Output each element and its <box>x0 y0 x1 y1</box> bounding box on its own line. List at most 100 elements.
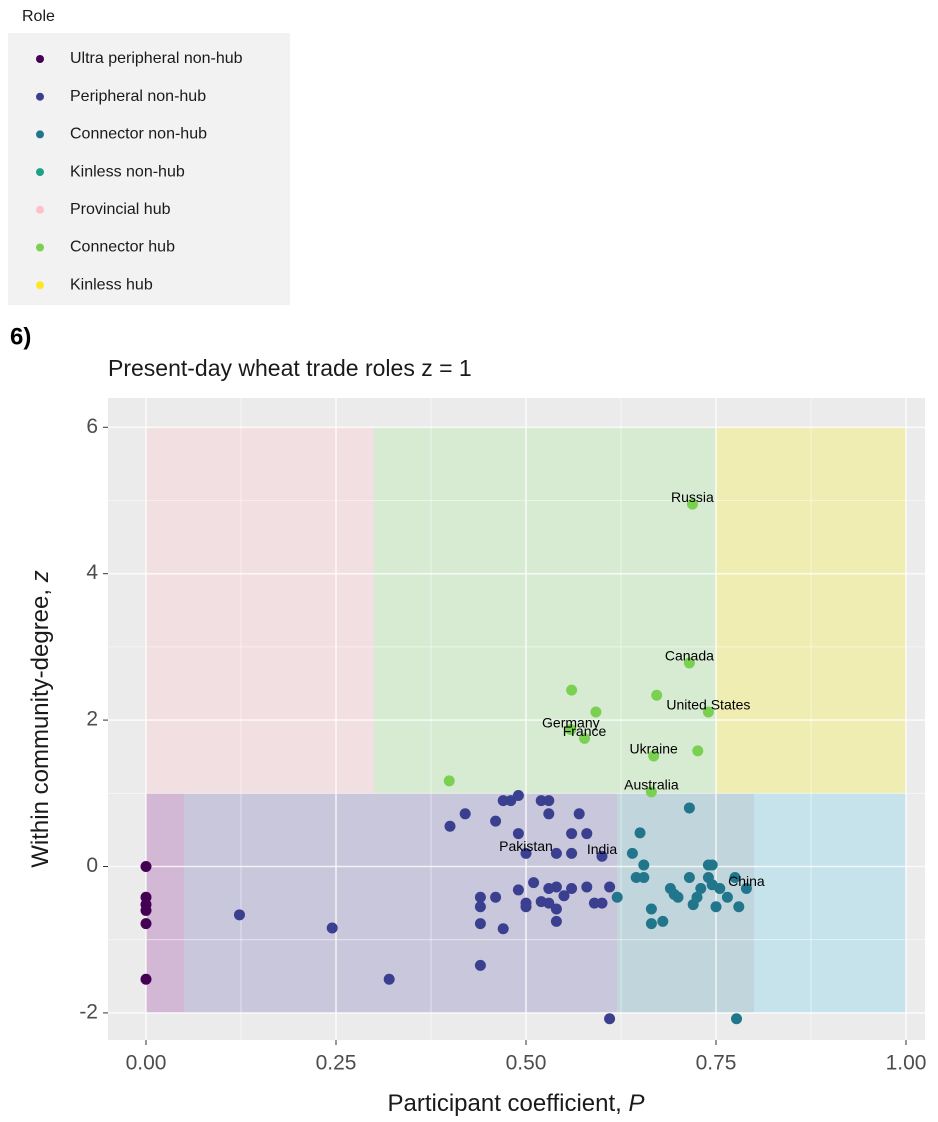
y-tick-label: 4 <box>86 561 98 584</box>
point <box>645 903 657 915</box>
x-tick-label: 0.75 <box>696 1052 737 1075</box>
panel-label: 6) <box>10 323 31 350</box>
point <box>543 808 555 820</box>
x-axis-label-var: P <box>629 1090 645 1117</box>
point <box>550 903 562 915</box>
point <box>672 891 684 903</box>
point <box>611 891 623 903</box>
legend-box <box>8 33 290 305</box>
y-tick-label: 6 <box>86 415 98 438</box>
legend-swatch <box>36 243 44 252</box>
point <box>520 847 532 859</box>
legend-swatch <box>36 55 44 63</box>
legend-swatch <box>36 205 44 214</box>
point-label: Australia <box>624 777 679 793</box>
point <box>550 847 562 859</box>
y-axis-label-text: Within community-degree, <box>27 582 54 867</box>
point <box>490 891 502 903</box>
x-axis-label-text: Participant coefficient, <box>387 1090 628 1117</box>
role-region <box>146 793 184 1013</box>
legend-swatch <box>36 168 44 177</box>
point <box>565 724 577 736</box>
point <box>490 815 502 827</box>
x-tick-label: 0.00 <box>126 1052 167 1075</box>
y-tick-label: -2 <box>79 1000 98 1023</box>
point <box>459 808 471 820</box>
y-tick-label: 2 <box>86 708 98 731</box>
point-label: United States <box>666 697 750 713</box>
point <box>326 922 338 934</box>
point <box>581 828 593 840</box>
point <box>579 732 591 744</box>
point <box>634 827 646 839</box>
point-label: China <box>728 873 765 889</box>
x-tick-label: 0.25 <box>316 1052 357 1075</box>
point <box>566 684 578 696</box>
point <box>140 918 152 930</box>
point <box>558 890 570 902</box>
point <box>443 775 455 787</box>
point <box>702 706 714 718</box>
point <box>512 884 524 896</box>
point <box>740 882 752 894</box>
point <box>604 881 616 893</box>
legend-label: Peripheral non-hub <box>70 88 206 105</box>
point <box>590 706 602 718</box>
y-tick-label: 0 <box>86 854 98 877</box>
chart-title: Present-day wheat trade roles z = 1 <box>108 355 472 381</box>
point <box>683 802 695 814</box>
role-region <box>617 793 754 1013</box>
point <box>596 897 608 909</box>
legend-label: Kinless non-hub <box>70 163 185 180</box>
point <box>657 915 669 927</box>
point <box>474 891 486 903</box>
point <box>140 904 152 916</box>
point <box>497 795 509 807</box>
point <box>140 861 152 873</box>
x-tick-label: 1.00 <box>886 1052 927 1075</box>
point <box>543 897 555 909</box>
point <box>714 882 726 894</box>
point <box>573 808 585 820</box>
point <box>535 795 547 807</box>
point <box>474 901 486 913</box>
legend-label: Ultra peripheral non-hub <box>70 50 243 67</box>
point <box>638 859 650 871</box>
y-axis-label-var: z <box>27 570 54 583</box>
point-label: India <box>587 841 618 857</box>
point <box>520 901 532 913</box>
point <box>550 915 562 927</box>
point <box>626 847 638 859</box>
point <box>731 1013 743 1025</box>
point <box>444 820 456 832</box>
point <box>645 918 657 930</box>
point <box>645 786 657 798</box>
point <box>638 871 650 883</box>
point <box>566 828 578 840</box>
point <box>588 897 600 909</box>
point <box>596 850 608 862</box>
point <box>233 909 245 921</box>
point <box>695 882 707 894</box>
point <box>512 789 524 801</box>
x-tick-label: 0.50 <box>506 1052 547 1075</box>
point <box>706 859 718 871</box>
point <box>691 891 703 903</box>
point <box>581 881 593 893</box>
point <box>721 891 733 903</box>
point <box>729 871 741 883</box>
legend-swatch <box>36 130 44 139</box>
point-label: Ukraine <box>630 741 678 757</box>
point <box>474 918 486 930</box>
legend-label: Connector hub <box>70 239 175 256</box>
point <box>604 1013 616 1025</box>
legend-label: Provincial hub <box>70 201 171 218</box>
point <box>383 973 395 985</box>
legend-title: Role <box>22 8 55 25</box>
point <box>630 871 642 883</box>
point <box>710 901 722 913</box>
point-label: Pakistan <box>499 838 553 854</box>
legend-swatch <box>36 92 44 101</box>
